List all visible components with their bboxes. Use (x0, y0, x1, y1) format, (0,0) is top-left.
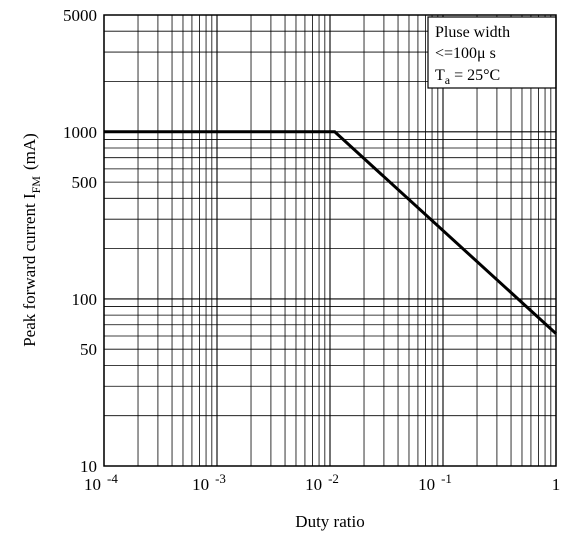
x-tick-label: 10 -1 (418, 471, 452, 494)
legend-line-3: Ta = 25°C (435, 67, 500, 87)
legend-line-1: Pluse width (435, 24, 510, 41)
x-tick-label: 10 -2 (305, 471, 339, 494)
y-tick-label: 100 (72, 290, 98, 309)
tick-labels: 10 -4 10 -3 10 -2 10 -1 1 10 50 100 500 1000 5000 (63, 6, 560, 494)
x-tick-label: 1 (552, 475, 561, 494)
y-axis-title-unit: (mA) (20, 133, 39, 170)
y-tick-label: 1000 (63, 123, 97, 142)
y-tick-label: 50 (80, 340, 97, 359)
series-line (104, 130, 558, 335)
legend-line-3-rest: = 25°C (450, 67, 500, 84)
y-tick-label: 5000 (63, 6, 97, 25)
x-axis-title: Duty ratio (295, 512, 364, 531)
y-tick-label: 500 (72, 173, 98, 192)
y-axis-title-main: Peak forward current I (20, 193, 39, 347)
y-tick-label: 10 (80, 457, 97, 476)
plot-frame (103, 14, 557, 467)
series-layer (104, 130, 558, 335)
grid-lines (103, 14, 556, 467)
legend-line-3-sub: a (445, 73, 451, 87)
legend: Pluse width <=100μ s Ta = 25°C (427, 16, 557, 89)
x-tick-label: 10 -3 (192, 471, 226, 494)
y-axis-title: Peak forward current IFM (mA) (20, 133, 43, 347)
legend-line-2: <=100μ s (435, 45, 496, 62)
legend-box (427, 16, 557, 89)
legend-line-3-main: T (435, 67, 445, 84)
x-tick-label: 10 -4 (84, 471, 118, 494)
y-axis-title-sub: FM (29, 176, 43, 194)
